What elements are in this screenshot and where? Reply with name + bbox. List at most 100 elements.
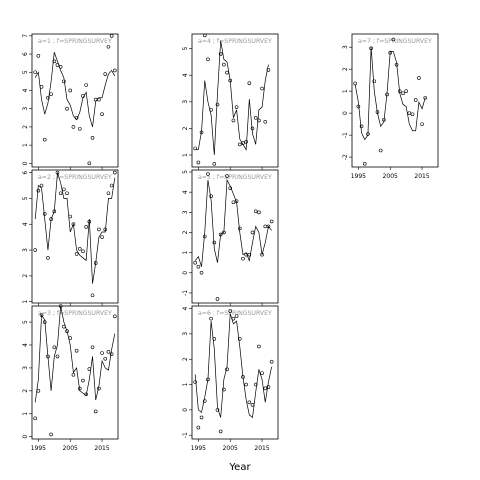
y-tick-label: 6 — [22, 52, 29, 56]
data-point — [97, 97, 101, 102]
y-tick-label: 2 — [342, 67, 349, 71]
data-point — [71, 125, 76, 129]
data-point — [353, 81, 357, 86]
data-point — [36, 54, 41, 58]
y-tick-label: 1 — [182, 382, 189, 386]
data-point — [42, 212, 47, 216]
y-tick-label: 3 — [182, 210, 189, 214]
data-point — [103, 72, 108, 76]
data-point — [241, 141, 245, 145]
data-point — [250, 402, 255, 407]
data-point — [241, 256, 245, 261]
y-tick-label: 0 — [182, 271, 189, 275]
data-point — [260, 371, 264, 375]
data-point — [209, 194, 213, 198]
data-point — [62, 79, 66, 84]
data-point — [263, 386, 268, 391]
x-tick-label: 2005 — [63, 445, 78, 452]
data-point — [202, 234, 207, 239]
data-point — [257, 210, 261, 215]
y-tick-label: 7 — [22, 34, 29, 38]
data-point — [209, 108, 213, 112]
data-point — [215, 297, 220, 301]
y-tick-label: -1 — [182, 432, 189, 438]
data-point — [222, 62, 226, 67]
data-point — [93, 261, 98, 265]
panel-strip-label: a=4 ; f=SPRINGSURVEY — [198, 38, 272, 45]
data-point — [269, 359, 274, 364]
data-point — [106, 350, 111, 354]
panel-strip-label: a=3 ; f=SPRINGSURVEY — [38, 310, 112, 317]
data-point — [42, 137, 47, 142]
data-point — [36, 188, 41, 193]
data-point — [257, 118, 261, 123]
x-tick-label: 2015 — [254, 445, 269, 452]
data-point — [369, 46, 373, 51]
data-point — [71, 222, 76, 227]
data-point — [74, 348, 79, 353]
y-tick-label: 0 — [22, 435, 29, 439]
data-point — [33, 248, 37, 252]
data-point — [109, 352, 114, 356]
data-point — [228, 309, 233, 313]
data-point — [199, 130, 204, 135]
panel-strip-label: a=6 ; f=SPRINGSURVEY — [198, 310, 272, 317]
y-tick-label: 3 — [182, 100, 189, 104]
data-point — [388, 50, 393, 55]
x-tick-label: 1995 — [191, 445, 206, 452]
x-tick-label: 1995 — [351, 173, 366, 180]
data-point — [55, 170, 60, 175]
x-axis-title: Year — [228, 462, 251, 473]
data-point — [39, 313, 44, 317]
data-point — [362, 161, 367, 166]
data-point — [225, 174, 229, 178]
y-tick-label: 2 — [22, 389, 29, 393]
fit-line — [34, 172, 116, 284]
data-point — [68, 214, 73, 219]
data-point — [90, 136, 95, 140]
data-point — [218, 429, 223, 434]
x-tick-label: 2005 — [223, 445, 238, 452]
data-point — [250, 126, 255, 131]
data-point — [206, 377, 210, 382]
data-point — [93, 97, 98, 102]
data-point — [36, 389, 41, 393]
panel-strip-label: a=1 ; f=SPRINGSURVEY — [38, 38, 112, 45]
data-point — [46, 354, 50, 359]
data-point — [218, 52, 223, 56]
data-point — [87, 367, 92, 371]
data-point — [100, 235, 104, 239]
data-point — [212, 162, 217, 166]
y-tick-label: 1 — [182, 251, 189, 255]
y-tick-label: 6 — [22, 170, 29, 174]
data-point — [65, 329, 69, 334]
data-point — [77, 246, 82, 251]
data-point — [382, 117, 386, 122]
y-tick-label: -1 — [342, 132, 349, 138]
fit-line — [354, 47, 426, 141]
fit-line — [194, 313, 272, 419]
data-point — [81, 94, 85, 98]
data-point — [62, 187, 66, 192]
data-point — [58, 64, 63, 69]
data-point — [202, 399, 207, 403]
data-point — [202, 33, 207, 38]
y-tick-label: 1 — [342, 89, 349, 93]
data-point — [231, 118, 236, 123]
data-point — [407, 111, 412, 115]
data-point — [49, 432, 53, 437]
data-point — [77, 386, 82, 391]
panels-group: a=1 ; f=SPRINGSURVEY 0 1 2 3 4 5 6 7 a=4 ; f=SPRI… — [22, 33, 439, 452]
data-point — [206, 172, 210, 176]
data-point — [417, 76, 421, 80]
data-point — [423, 95, 428, 100]
data-point — [420, 122, 424, 126]
data-point — [366, 132, 370, 136]
data-point — [231, 200, 236, 205]
data-point — [244, 139, 248, 144]
data-point — [356, 104, 361, 109]
y-tick-label: 4 — [22, 343, 29, 347]
data-point — [39, 183, 44, 188]
data-point — [266, 385, 271, 389]
